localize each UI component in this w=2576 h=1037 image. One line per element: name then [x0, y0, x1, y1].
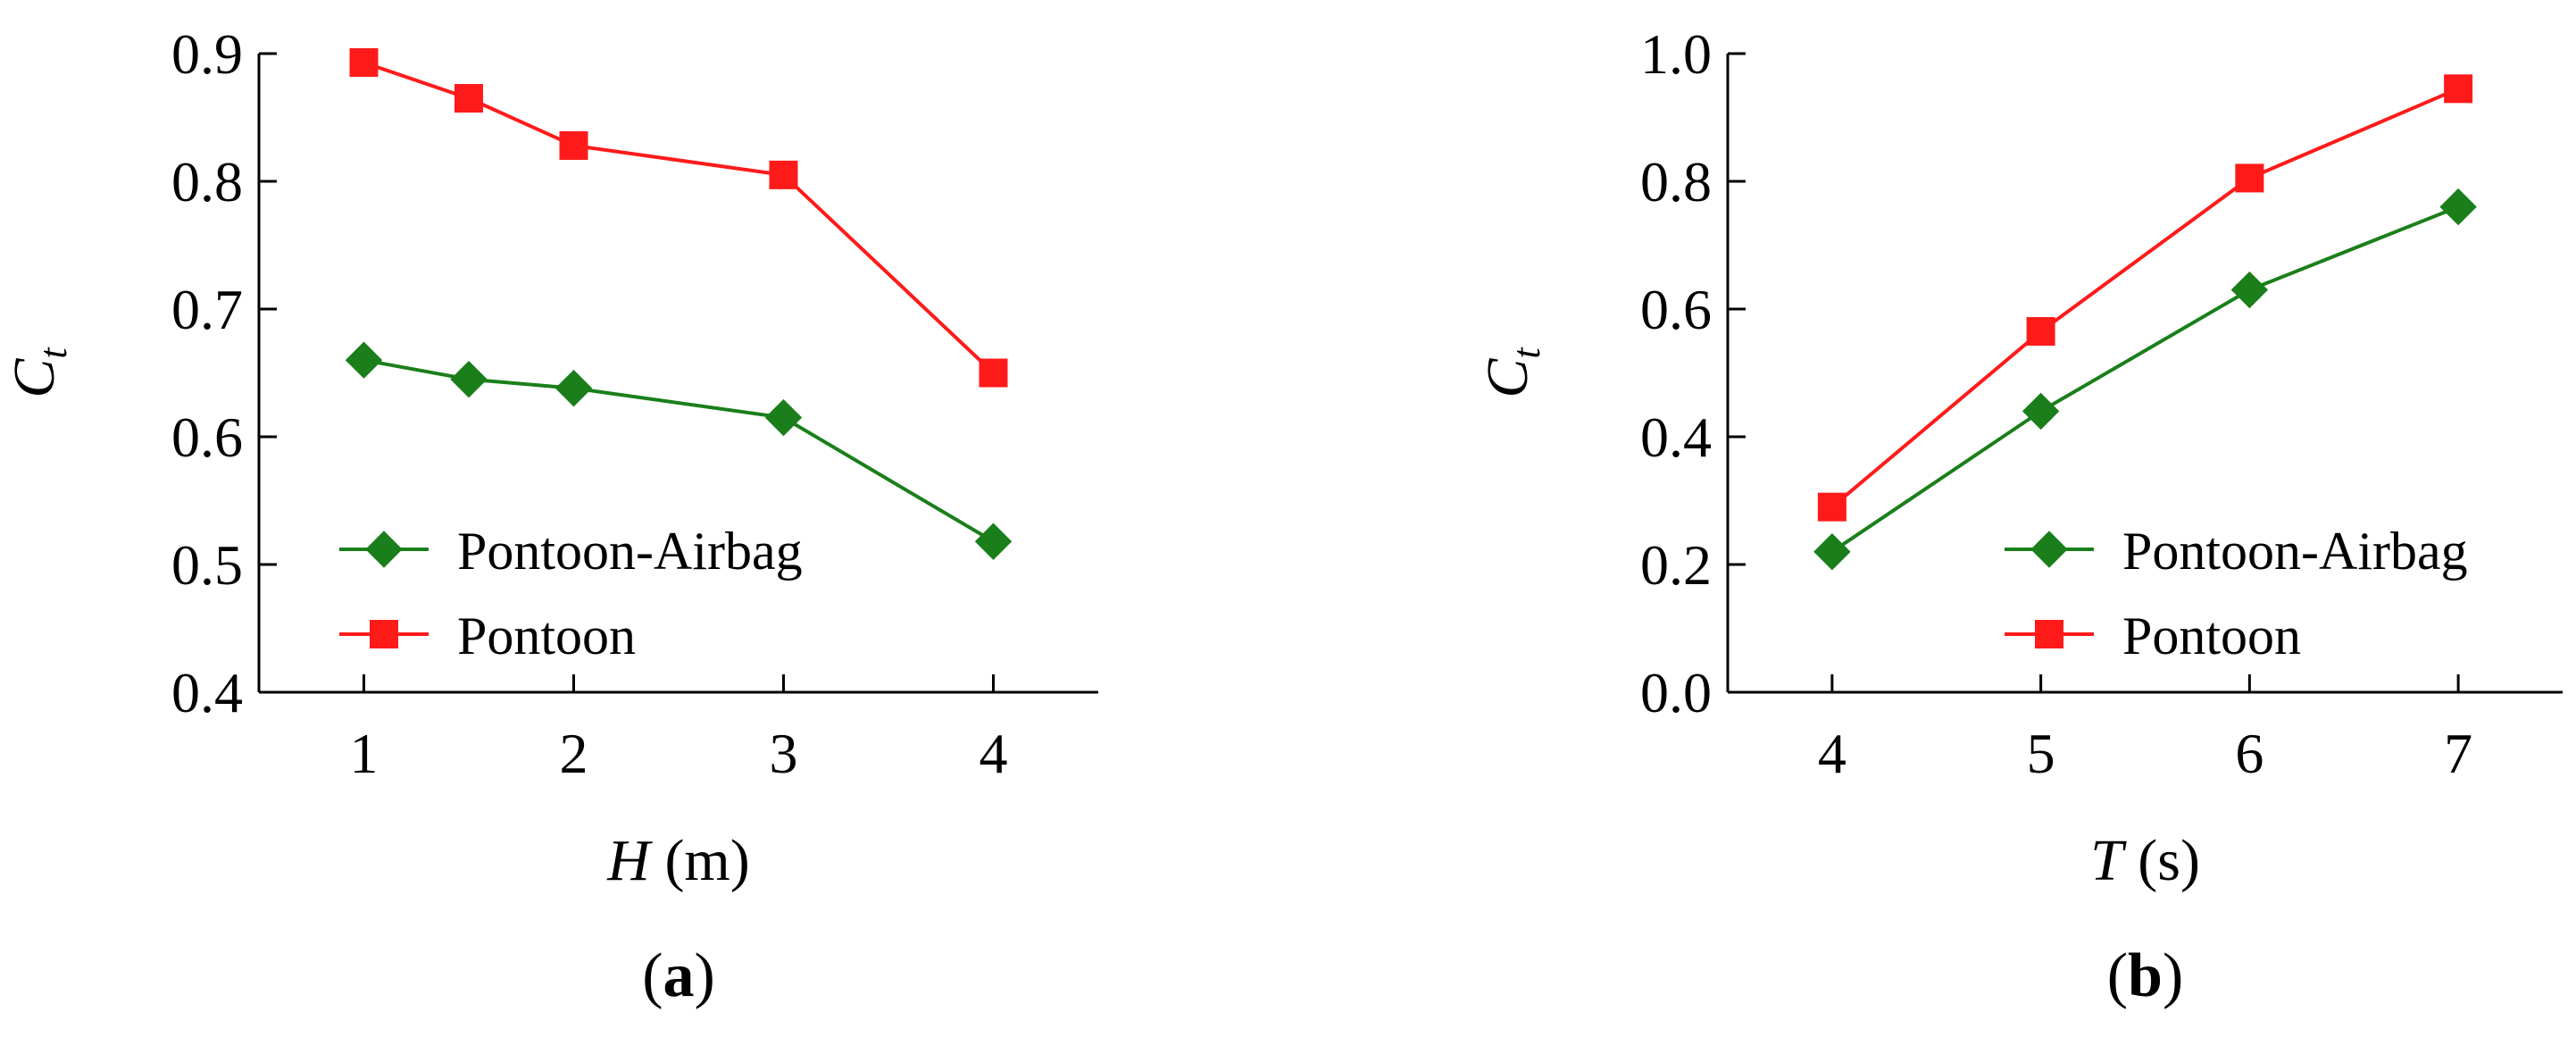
y-tick-label: 0.2	[1640, 533, 1712, 597]
y-tick-label: 0.8	[1640, 150, 1712, 213]
series-line-pontoon-airbag	[1830, 205, 2459, 554]
data-point-square	[979, 358, 1008, 388]
legend-label: Pontoon	[2122, 606, 2301, 665]
y-tick-label: 0.7	[171, 278, 243, 341]
panel-label: (b)	[2107, 941, 2184, 1010]
y-tick-label: 0.8	[171, 150, 243, 213]
legend-marker-diamond	[365, 531, 403, 568]
y-tick-label: 1.0	[1640, 22, 1712, 86]
data-point-diamond	[2022, 392, 2060, 431]
y-axis-title: Ct	[2, 347, 75, 398]
panel-letter: b	[2128, 941, 2163, 1010]
y-tick-label: 0.4	[171, 661, 243, 724]
y-axis-subscript: t	[31, 347, 75, 359]
x-tick-label: 7	[2444, 722, 2472, 785]
chart-panel-a: 0.4 0.5 0.6 0.7 0.8 0.9 1 2 3 4 Pontoon-Airbag Pont…	[2, 22, 1098, 1010]
data-point-square	[2235, 163, 2264, 193]
legend-marker-diamond	[2030, 531, 2068, 568]
data-point-diamond	[974, 523, 1013, 560]
legend-label: Pontoon	[457, 606, 636, 665]
data-point-diamond	[2230, 271, 2269, 309]
data-point-square	[769, 160, 798, 189]
series-line-pontoon-airbag	[363, 358, 995, 543]
x-axis-unit: (s)	[2138, 828, 2200, 893]
panel-label: (a)	[642, 941, 715, 1010]
data-point-diamond	[345, 341, 383, 379]
x-axis-symbol: T	[2090, 828, 2127, 893]
x-tick-label: 1	[350, 722, 379, 785]
x-axis-unit: (m)	[664, 828, 749, 893]
series-line-pontoon	[1830, 87, 2459, 509]
data-point-diamond	[554, 369, 593, 407]
data-point-square	[454, 84, 483, 113]
data-point-diamond	[450, 360, 488, 398]
y-tick-label: 0.5	[171, 533, 243, 597]
data-point-square	[2026, 317, 2055, 347]
data-point-diamond	[1813, 532, 1851, 571]
y-tick-label: 0.6	[1640, 278, 1712, 341]
x-tick-label: 6	[2235, 722, 2263, 785]
x-tick-label: 2	[560, 722, 588, 785]
legend-marker-square	[370, 620, 398, 648]
x-tick-label: 4	[1818, 722, 1847, 785]
y-axis-symbol: C	[1475, 358, 1540, 398]
chart-panel-b: 0.0 0.2 0.4 0.6 0.8 1.0 4 5 6 7 Pontoon-Airbag Pont…	[1475, 22, 2563, 1010]
legend-label: Pontoon-Airbag	[2122, 522, 2468, 581]
y-tick-label: 0.0	[1640, 661, 1712, 724]
data-point-square	[1817, 492, 1847, 522]
y-tick-label: 0.6	[171, 406, 243, 469]
y-axis-title: Ct	[1475, 347, 1548, 398]
x-axis-symbol: H	[606, 828, 653, 893]
data-point-square	[559, 130, 588, 160]
data-point-square	[349, 48, 379, 78]
y-tick-label: 0.4	[1640, 406, 1712, 469]
data-point-diamond	[2439, 188, 2477, 226]
legend-label: Pontoon-Airbag	[457, 522, 803, 581]
data-point-square	[2444, 74, 2473, 104]
x-tick-label: 5	[2027, 722, 2055, 785]
x-tick-label: 4	[980, 722, 1008, 785]
panel-letter: a	[663, 941, 695, 1010]
data-point-diamond	[764, 398, 803, 437]
y-axis-symbol: C	[2, 358, 67, 398]
x-axis-title: H (m)	[606, 828, 749, 893]
x-tick-label: 3	[770, 722, 798, 785]
y-axis-subscript: t	[1505, 347, 1548, 359]
legend-marker-square	[2035, 620, 2063, 648]
x-axis-title: T (s)	[2090, 828, 2200, 893]
y-tick-label: 0.9	[171, 22, 243, 86]
